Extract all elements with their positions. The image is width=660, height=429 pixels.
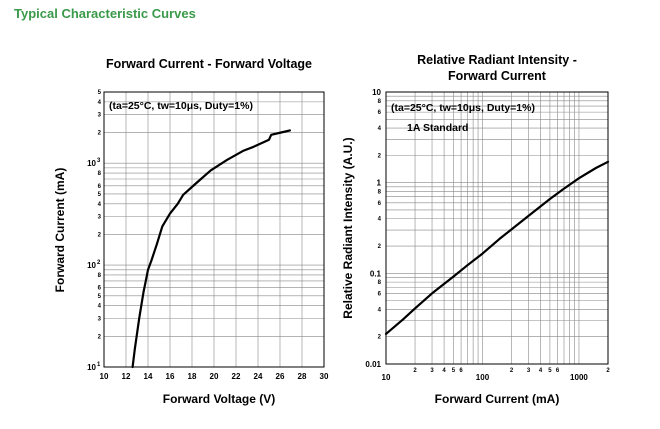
chart2-plot-frame xyxy=(385,91,609,365)
chart2-y-minor-tick-label: 2 xyxy=(378,153,382,159)
chart2-x-minor-tick-label: 3 xyxy=(527,368,531,374)
chart2-x-axis-label: Forward Current (mA) xyxy=(435,392,560,406)
chart1-y-minor-tick-label: 6 xyxy=(98,184,102,190)
chart2-y-minor-tick-label: 4 xyxy=(378,217,382,223)
chart1-y-minor-tick-label: 2 xyxy=(98,334,102,340)
chart2-y-major-tick-label: 10 xyxy=(372,88,381,97)
chart2-y-minor-tick-label: 4 xyxy=(378,307,382,313)
chart1-y-major-tick-label: 103 xyxy=(87,158,101,168)
chart2-y-minor-tick-label: 2 xyxy=(378,244,382,250)
chart2-x-minor-tick-label: 3 xyxy=(430,368,434,374)
chart2-x-major-tick-label: 100 xyxy=(476,373,490,382)
chart1-series-line xyxy=(131,129,291,369)
chart1-y-minor-tick-label: 3 xyxy=(98,214,102,220)
chart1-y-major-tick-label: 101 xyxy=(87,362,101,372)
chart1-y-minor-tick-label: 6 xyxy=(98,286,102,292)
chart2-y-minor-tick-label: 6 xyxy=(378,201,382,207)
chart1-y-minor-tick-label: 8 xyxy=(98,171,102,177)
chart1-x-tick-label: 14 xyxy=(144,372,153,381)
chart1-y-ticks: 2 3 4 5 6 8 2 3 4 5 6 8 2 3 4 5 101 102 103 xyxy=(87,90,102,372)
chart2-x-major-tick-label: 10 xyxy=(382,373,391,382)
chart1-grid xyxy=(104,92,324,367)
chart2-x-minor-tick-label: 2 xyxy=(606,368,610,374)
chart2-y-major-tick-label: 1 xyxy=(377,179,382,188)
chart1-y-minor-tick-label: 2 xyxy=(98,232,102,238)
chart2-x-minor-tick-label: 2 xyxy=(413,368,417,374)
chart2-x-minor-tick-label: 4 xyxy=(539,368,543,374)
chart1-y-major-tick-label: 102 xyxy=(87,260,101,270)
chart1-x-tick-label: 30 xyxy=(320,372,329,381)
chart1-x-tick-label: 12 xyxy=(122,372,131,381)
chart1-y-minor-tick-label: 4 xyxy=(98,304,102,310)
chart1-title: Forward Current - Forward Voltage xyxy=(106,57,312,71)
chart2-y-major-tick-label: 0.1 xyxy=(370,269,382,278)
chart2-x-minor-tick-label: 4 xyxy=(442,368,446,374)
chart1-y-minor-tick-label: 5 xyxy=(98,90,102,96)
chart1-x-tick-label: 20 xyxy=(210,372,219,381)
chart1-y-minor-tick-label: 2 xyxy=(98,131,102,137)
chart-radiant-intensity: Relative Radiant Intensity - Forward Cur… xyxy=(341,53,610,406)
chart2-title-line2: Forward Current xyxy=(448,69,547,83)
chart2-x-minor-tick-label: 5 xyxy=(548,368,552,374)
chart2-grid xyxy=(386,92,608,364)
chart1-y-minor-tick-label: 8 xyxy=(98,273,102,279)
chart2-x-minor-tick-label: 5 xyxy=(452,368,456,374)
chart1-y-axis-label: Forward Current (mA) xyxy=(53,168,67,293)
chart1-x-axis-label: Forward Voltage (V) xyxy=(163,392,275,406)
chart2-title: Relative Radiant Intensity - xyxy=(417,53,577,67)
chart1-x-tick-label: 22 xyxy=(232,372,241,381)
chart2-x-minor-tick-label: 2 xyxy=(510,368,514,374)
chart2-series-line xyxy=(384,160,610,335)
section-heading: Typical Characteristic Curves xyxy=(14,6,196,21)
chart1-y-minor-tick-label: 4 xyxy=(98,100,102,106)
chart2-y-minor-tick-label: 8 xyxy=(378,99,382,105)
chart2-y-major-tick-label: 0.01 xyxy=(365,360,381,369)
chart1-y-minor-tick-label: 4 xyxy=(98,202,102,208)
chart2-x-minor-tick-label: 6 xyxy=(556,368,560,374)
chart1-x-ticks: 10 12 14 16 18 20 22 24 26 28 30 xyxy=(100,372,329,381)
chart1-annotation: (ta=25°C, tw=10μs, Duty=1%) xyxy=(109,100,253,112)
chart1-x-tick-label: 24 xyxy=(254,372,263,381)
chart2-x-major-tick-label: 1000 xyxy=(570,373,588,382)
chart1-y-minor-tick-label: 5 xyxy=(98,294,102,300)
chart2-y-minor-tick-label: 8 xyxy=(378,189,382,195)
chart1-x-tick-label: 28 xyxy=(298,372,307,381)
chart1-plot-frame xyxy=(103,91,325,368)
chart1-y-minor-tick-label: 5 xyxy=(98,192,102,198)
chart1-x-tick-label: 18 xyxy=(188,372,197,381)
chart2-y-ticks: 0.01 0.1 1 10 2 4 6 8 2 4 6 8 2 4 6 8 xyxy=(365,88,381,369)
chart1-y-minor-tick-label: 3 xyxy=(98,113,102,119)
chart2-annotation-standard: 1A Standard xyxy=(407,122,468,134)
chart1-x-tick-label: 16 xyxy=(166,372,175,381)
chart2-x-minor-tick-label: 6 xyxy=(459,368,463,374)
chart2-y-minor-tick-label: 6 xyxy=(378,291,382,297)
chart2-annotation: (ta=25°C, tw=10μs, Duty=1%) xyxy=(391,102,535,114)
chart1-x-tick-label: 26 xyxy=(276,372,285,381)
chart-forward-voltage: Forward Current - Forward Voltage 2 3 4 5 6 8… xyxy=(53,57,329,406)
chart2-y-minor-tick-label: 2 xyxy=(378,335,382,341)
chart1-y-minor-tick-label: 3 xyxy=(98,316,102,322)
chart2-y-minor-tick-label: 4 xyxy=(378,126,382,132)
chart2-y-minor-tick-label: 6 xyxy=(378,110,382,116)
chart2-y-minor-tick-label: 8 xyxy=(378,280,382,286)
chart1-x-tick-label: 10 xyxy=(100,372,109,381)
chart2-y-axis-label: Relative Radiant Intensity (A.U.) xyxy=(341,137,355,318)
